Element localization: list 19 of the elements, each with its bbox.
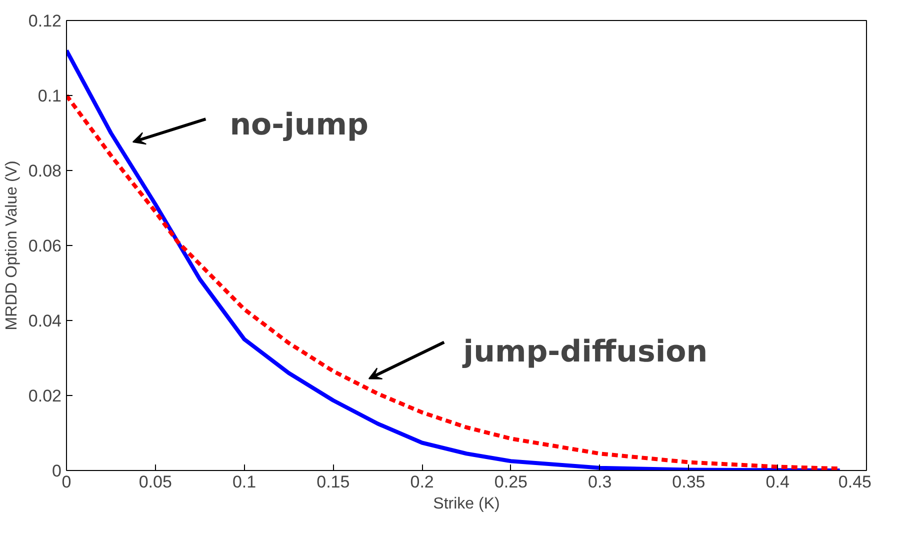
x-tick-label: 0.05 xyxy=(138,472,172,492)
x-tick-label: 0.15 xyxy=(316,472,350,492)
y-tick-label: 0.04 xyxy=(28,312,62,330)
x-axis-title: Strike (K) xyxy=(433,496,500,512)
annotation: no-jump xyxy=(230,107,368,142)
y-tick-label: 0.1 xyxy=(38,86,62,106)
x-tick-label: 0.35 xyxy=(672,472,706,492)
x-tick-label: 0.2 xyxy=(410,472,434,492)
x-tick-label: 0.25 xyxy=(494,472,528,492)
y-tick-label: 0.06 xyxy=(28,236,62,256)
annotation: jump-diffusion xyxy=(462,334,708,370)
x-tick-label: 0.4 xyxy=(766,472,790,492)
y-axis-title: MRDD Option Value (V) xyxy=(3,160,20,330)
y-tick-label: 0.12 xyxy=(28,12,62,30)
x-tick-label: 0.3 xyxy=(588,472,612,492)
y-tick-label: 0.02 xyxy=(28,386,62,406)
y-tick-label: 0.08 xyxy=(28,162,62,180)
x-tick-label: 0.45 xyxy=(838,472,872,492)
x-tick-label: 0.1 xyxy=(232,472,256,492)
